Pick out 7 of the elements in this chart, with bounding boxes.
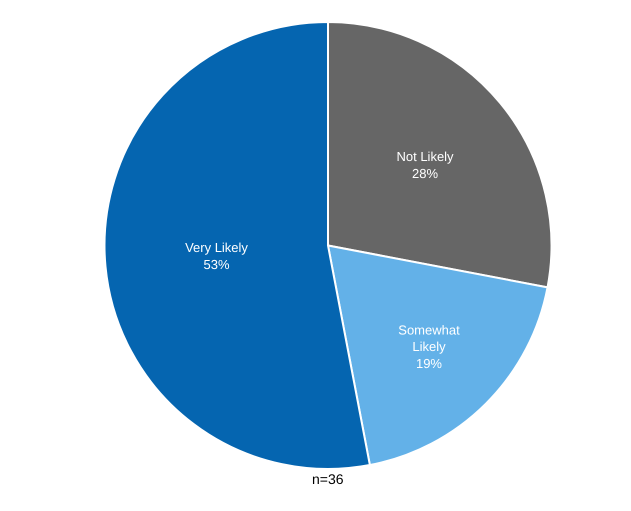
slice-label: Not Likely	[396, 149, 454, 164]
data-label: 53%	[203, 256, 230, 272]
text: n=36	[312, 471, 344, 487]
data-label: 28%	[412, 166, 438, 181]
slice-label: Very Likely	[185, 240, 248, 256]
slice-label: Somewhat Likely	[398, 322, 460, 354]
data-label: 19%	[416, 356, 442, 372]
